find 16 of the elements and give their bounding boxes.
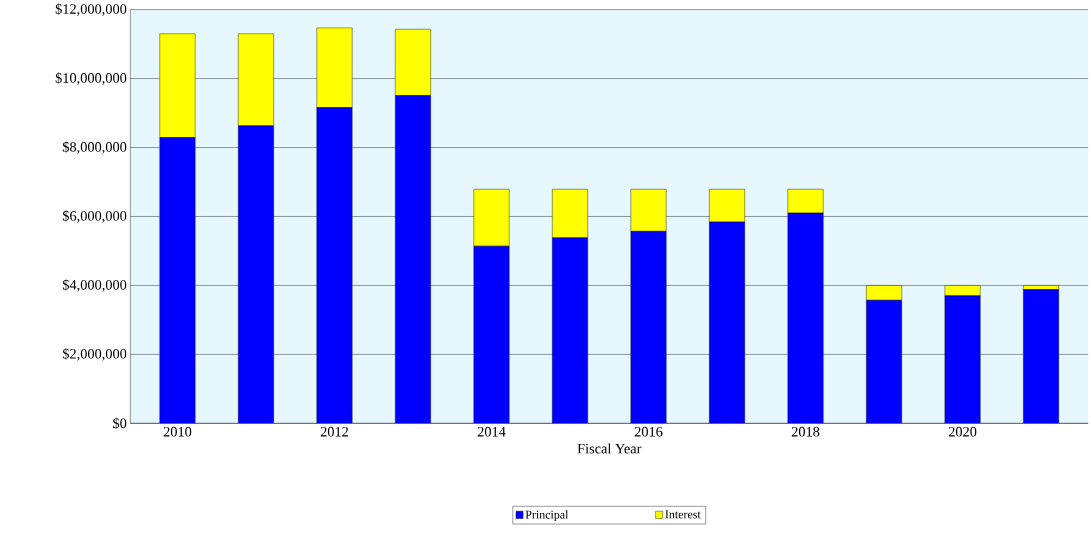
y-tick-label: $2,000,000 [62, 348, 127, 361]
x-tick-label: 2020 [948, 426, 977, 437]
y-tick-label: $4,000,000 [62, 279, 127, 292]
y-tick-label: $6,000,000 [62, 210, 127, 223]
legend-label: Principal [525, 510, 569, 522]
x-tick-label: 2012 [320, 426, 349, 437]
x-tick-label: 2010 [163, 426, 192, 437]
y-tick-label: $0 [113, 417, 127, 430]
y-tick-label: $12,000,000 [55, 3, 127, 16]
legend-label: Interest [665, 510, 701, 519]
x-tick-label: 2018 [791, 426, 820, 437]
y-tick-label: $10,000,000 [55, 72, 127, 85]
x-tick-label: 2014 [477, 426, 506, 437]
x-axis-title: Fiscal Year [577, 443, 642, 454]
x-tick-label: 2016 [634, 426, 663, 437]
y-tick-label: $8,000,000 [62, 141, 127, 154]
